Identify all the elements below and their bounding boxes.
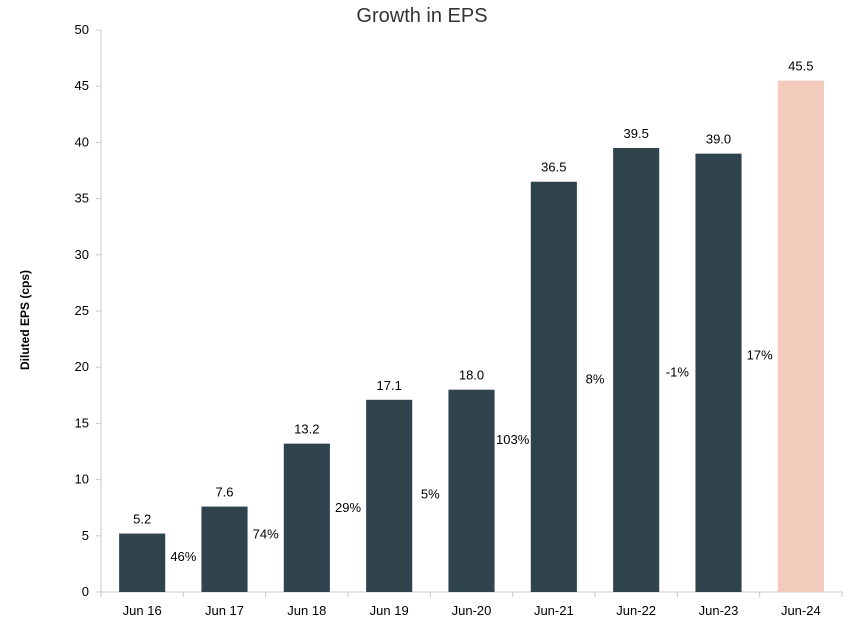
bars-group xyxy=(119,80,824,593)
x-tick-label: Jun 18 xyxy=(287,603,326,618)
x-tick-label: Jun 19 xyxy=(370,603,409,618)
y-tick-label: 30 xyxy=(75,247,89,262)
bar-value-label: 13.2 xyxy=(294,422,319,437)
bar xyxy=(283,443,330,592)
x-tick-label: Jun 16 xyxy=(123,603,162,618)
bar-value-label: 7.6 xyxy=(215,485,233,500)
x-axis-ticks: Jun 16 Jun 17 Jun 18 Jun 19 Jun-20 Jun-21 Jun-… xyxy=(100,592,843,618)
growth-label: 8% xyxy=(586,371,605,386)
growth-label: 46% xyxy=(170,549,196,564)
y-tick-label: 45 xyxy=(75,78,89,93)
y-tick-label: 15 xyxy=(75,415,89,430)
value-labels-group: 5.2 7.6 13.2 17.1 18.0 36.5 39.5 39.0 45.5 xyxy=(133,59,813,527)
growth-label: 5% xyxy=(421,486,440,501)
y-tick-label: 10 xyxy=(75,472,89,487)
bar xyxy=(448,389,495,592)
x-tick-label: Jun-20 xyxy=(452,603,492,618)
bar-value-label: 45.5 xyxy=(788,59,813,74)
x-tick-label: Jun-24 xyxy=(781,603,821,618)
y-tick-label: 40 xyxy=(75,134,89,149)
bar-value-label: 39.0 xyxy=(706,132,731,147)
bar-value-label: 18.0 xyxy=(459,368,484,383)
bar xyxy=(201,506,248,592)
bar-value-label: 5.2 xyxy=(133,512,151,527)
growth-label: 17% xyxy=(747,348,773,363)
bar xyxy=(613,148,660,592)
bar xyxy=(119,533,166,592)
y-axis-ticks: 0 5 10 15 20 25 30 35 40 45 50 xyxy=(75,22,101,599)
y-tick-label: 25 xyxy=(75,303,89,318)
bar-value-label: 17.1 xyxy=(377,378,402,393)
bar-value-label: 36.5 xyxy=(541,160,566,175)
y-tick-label: 50 xyxy=(75,22,89,37)
bar xyxy=(777,80,824,592)
bar xyxy=(530,181,577,593)
bar-value-label: 39.5 xyxy=(624,126,649,141)
x-tick-label: Jun-23 xyxy=(699,603,739,618)
y-tick-label: 0 xyxy=(82,584,89,599)
growth-label: 74% xyxy=(253,527,279,542)
chart-title: Growth in EPS xyxy=(356,5,487,27)
y-tick-label: 35 xyxy=(75,191,89,206)
bar xyxy=(366,399,413,592)
growth-label: 103% xyxy=(496,432,530,447)
growth-labels-group: 46% 74% 29% 5% 103% 8% -1% 17% xyxy=(170,348,773,564)
y-tick-label: 5 xyxy=(82,528,89,543)
y-tick-label: 20 xyxy=(75,359,89,374)
growth-label: -1% xyxy=(666,364,690,379)
growth-label: 29% xyxy=(335,500,361,515)
x-tick-label: Jun-21 xyxy=(534,603,574,618)
bar xyxy=(695,153,742,592)
x-tick-label: Jun 17 xyxy=(205,603,244,618)
x-tick-label: Jun-22 xyxy=(616,603,656,618)
y-axis-label: Diluted EPS (cps) xyxy=(18,270,32,370)
